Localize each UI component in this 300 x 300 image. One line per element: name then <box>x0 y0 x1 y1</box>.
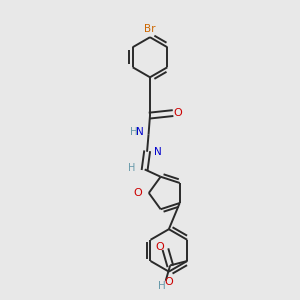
Text: O: O <box>155 242 164 252</box>
Text: N: N <box>136 127 144 137</box>
Text: Br: Br <box>144 24 156 34</box>
Text: H: H <box>130 127 137 137</box>
Text: O: O <box>134 188 142 198</box>
Text: O: O <box>174 108 182 118</box>
Text: N: N <box>154 147 161 158</box>
Text: H: H <box>158 281 166 291</box>
Text: O: O <box>164 277 173 287</box>
Text: H: H <box>128 163 136 173</box>
